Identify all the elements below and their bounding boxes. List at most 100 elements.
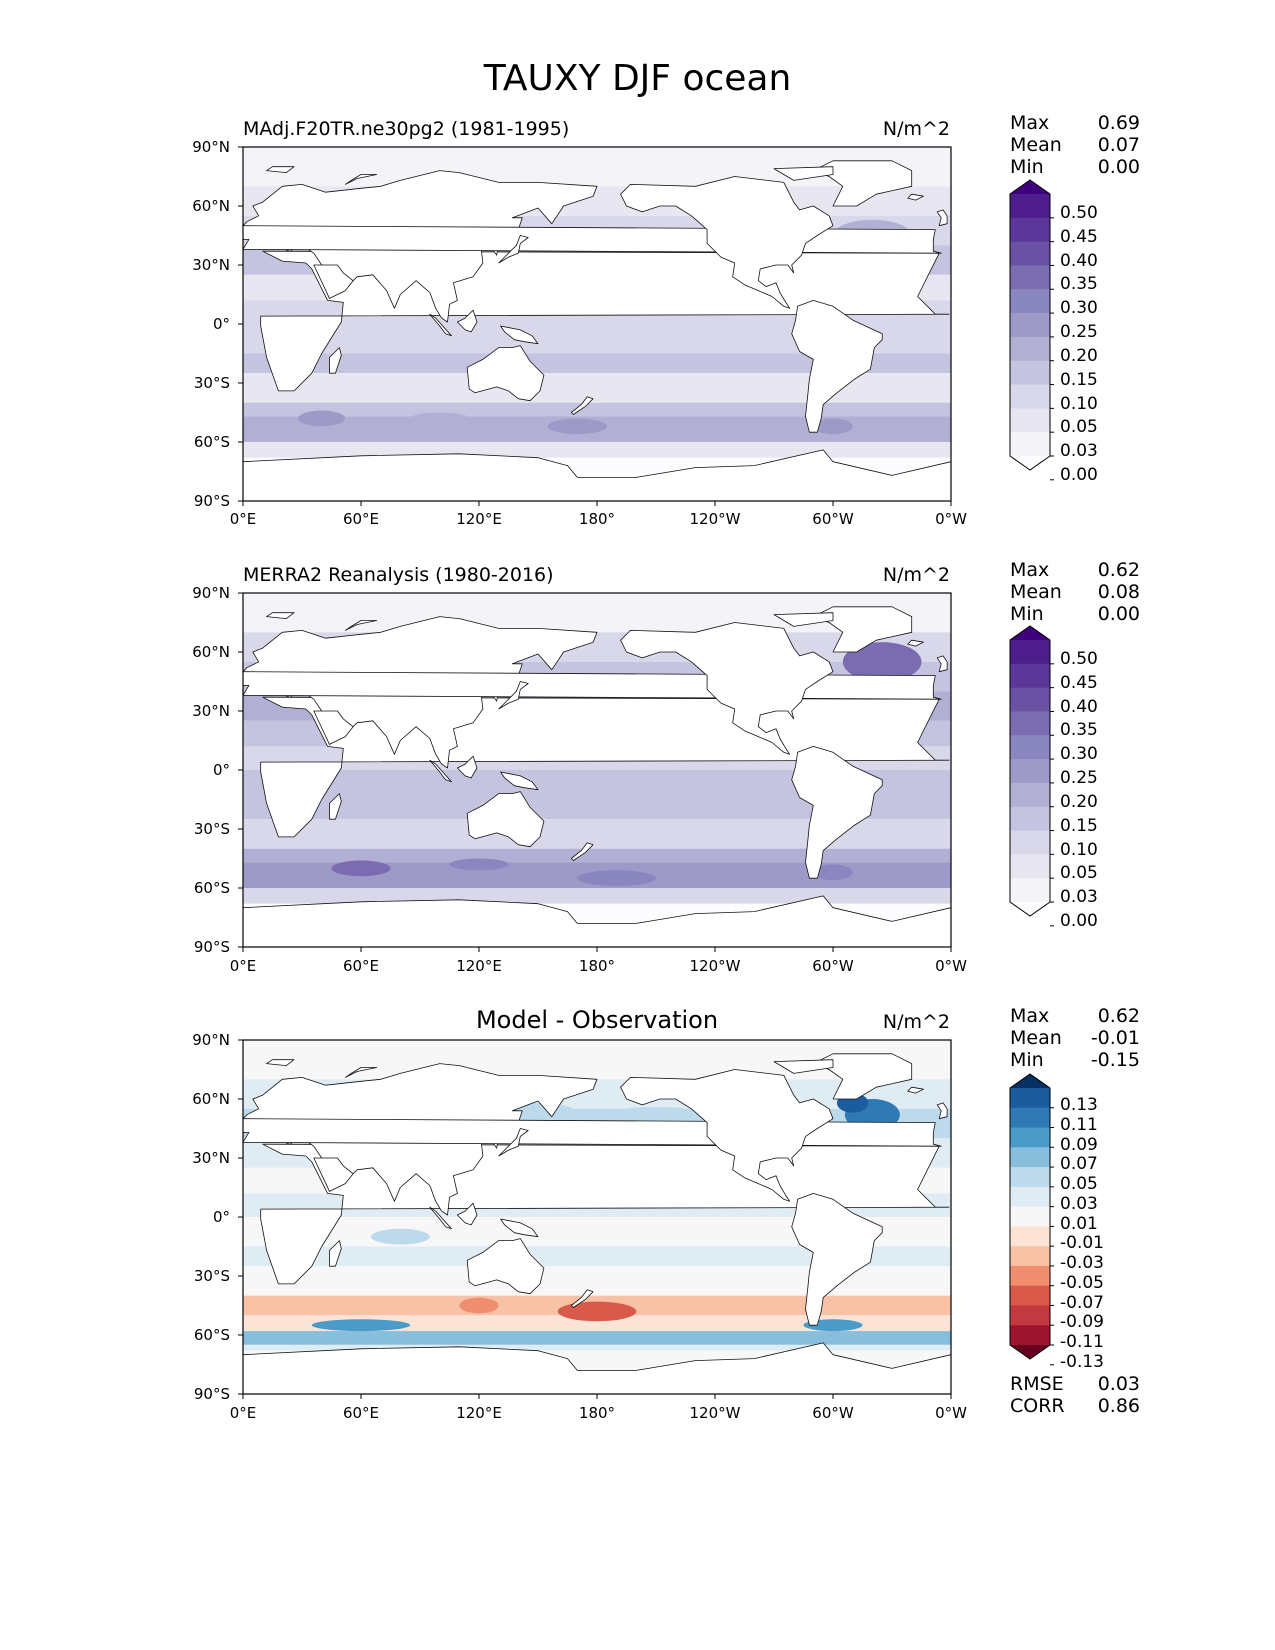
coastline xyxy=(791,1192,883,1326)
y-tick-label: 30°S xyxy=(193,1267,230,1285)
colorbar-extend-max xyxy=(1010,1074,1050,1088)
colorbar-tick-label: 0.00 xyxy=(1060,465,1098,485)
coastline xyxy=(466,1238,545,1295)
stat-label: Min xyxy=(1010,156,1044,178)
colorbar-tick-label: 0.50 xyxy=(1060,203,1098,223)
coastline xyxy=(812,606,913,653)
y-tick-label: 90°N xyxy=(192,1031,230,1049)
y-tick-label: 30°S xyxy=(193,374,230,392)
x-tick-label: 60°E xyxy=(342,957,380,975)
x-tick-label: 120°E xyxy=(456,510,502,528)
coastline xyxy=(907,193,924,201)
coastline xyxy=(313,264,354,299)
coastline xyxy=(907,1086,924,1094)
colorbar-tick-label: 0.35 xyxy=(1060,720,1098,741)
x-tick-label: 120°W xyxy=(689,1404,741,1422)
colorbar-segment xyxy=(1010,217,1050,243)
y-tick-label: 60°S xyxy=(193,433,230,451)
colorbar-segment xyxy=(1010,830,1050,855)
coastline xyxy=(570,396,594,415)
continents xyxy=(242,160,952,502)
colorbar-segment xyxy=(1010,1265,1050,1287)
y-tick-label: 30°N xyxy=(192,702,230,720)
x-tick-label: 0°E xyxy=(229,510,257,528)
y-tick-label: 60°N xyxy=(192,643,230,661)
colorbar-segment xyxy=(1010,1246,1050,1267)
stat-label: Min xyxy=(1010,1049,1044,1071)
panel-1-colorbar xyxy=(1009,179,1054,481)
coastline xyxy=(500,1218,539,1238)
coastline xyxy=(466,791,545,848)
colorbar-tick-label: 0.30 xyxy=(1060,744,1098,765)
field-anomaly xyxy=(311,1319,411,1332)
y-tick-label: 30°N xyxy=(192,256,230,274)
y-tick-label: 90°N xyxy=(192,584,230,602)
stat-value: 0.62 xyxy=(1097,559,1140,581)
colorbar-tick-label: 0.50 xyxy=(1060,649,1098,669)
colorbar-segment xyxy=(1010,1186,1050,1208)
stat-label: Max xyxy=(1010,559,1050,581)
field-anomaly xyxy=(813,864,853,881)
field-band xyxy=(243,848,951,863)
coastline xyxy=(773,1059,834,1074)
field-anomaly xyxy=(459,1297,499,1314)
colorbar-tick-label: -0.05 xyxy=(1060,1272,1104,1293)
stat-value: -0.15 xyxy=(1090,1049,1140,1071)
colorbar-segment xyxy=(1010,1147,1050,1168)
field-anomaly xyxy=(449,858,509,871)
x-tick-label: 0°E xyxy=(229,1404,257,1422)
field-anomaly xyxy=(298,410,346,427)
field-anomaly xyxy=(547,418,607,435)
field-band xyxy=(243,1315,951,1332)
colorbar-extend-min xyxy=(1010,1345,1050,1359)
field-band xyxy=(243,799,951,820)
panel-3-title: Model - Observation xyxy=(475,1006,719,1034)
coastline xyxy=(329,1240,342,1267)
colorbar-segment xyxy=(1010,1325,1050,1346)
colorbar-segment xyxy=(1010,687,1050,712)
stat-value: 0.00 xyxy=(1097,156,1140,178)
coastline xyxy=(791,299,883,433)
colorbar-tick-label: -0.09 xyxy=(1060,1312,1104,1333)
y-tick-label: 0° xyxy=(212,315,230,333)
colorbar-tick-label: 0.13 xyxy=(1060,1095,1098,1115)
panel-2-units: N/m^2 xyxy=(882,564,950,586)
stat-label: Mean xyxy=(1010,134,1062,156)
continents xyxy=(242,1053,952,1395)
stat-label: Mean xyxy=(1010,581,1062,603)
coastline xyxy=(936,1102,948,1120)
field-anomaly xyxy=(410,412,470,425)
coastline xyxy=(773,166,834,181)
colorbar-segment xyxy=(1010,194,1050,219)
stat-label: Mean xyxy=(1010,1027,1062,1049)
coastline xyxy=(936,655,948,673)
coastline xyxy=(620,622,834,755)
x-tick-label: 0°W xyxy=(935,957,967,975)
coastline xyxy=(456,1202,478,1226)
x-tick-label: 120°E xyxy=(456,1404,502,1422)
colorbar-segment xyxy=(1010,806,1050,832)
panel-2-title: MERRA2 Reanalysis (1980-2016) xyxy=(243,564,554,586)
coastline xyxy=(329,347,342,374)
coastline xyxy=(773,612,834,627)
coastline xyxy=(344,1067,378,1078)
y-tick-label: 60°N xyxy=(192,1090,230,1108)
stat-value: 0.07 xyxy=(1097,134,1140,156)
stat-value: 0.03 xyxy=(1097,1373,1140,1395)
colorbar-segment xyxy=(1010,1107,1050,1129)
colorbar-segment xyxy=(1010,735,1050,760)
colorbar-tick-label: 0.20 xyxy=(1060,791,1098,812)
y-tick-label: 60°S xyxy=(193,1326,230,1344)
coastline xyxy=(242,671,942,700)
continents xyxy=(242,606,952,948)
stat-label: RMSE xyxy=(1010,1373,1064,1395)
panel-2-map xyxy=(238,592,952,952)
x-tick-label: 60°E xyxy=(342,1404,380,1422)
coastline xyxy=(313,710,354,745)
field-anomaly xyxy=(370,1228,430,1245)
colorbar-segment xyxy=(1010,1285,1050,1306)
colorbar-tick-label: 0.05 xyxy=(1060,1174,1098,1195)
field-band xyxy=(243,888,951,904)
stat-value: -0.01 xyxy=(1090,1027,1140,1049)
colorbar-tick-label: 0.25 xyxy=(1060,768,1098,789)
